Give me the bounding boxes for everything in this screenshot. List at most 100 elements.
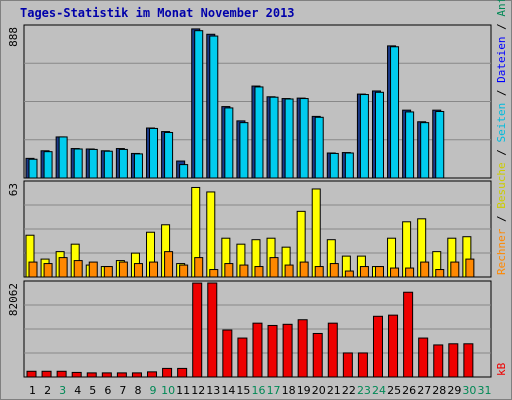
x-tick-label: 16 xyxy=(252,384,266,397)
x-tick-label: 30 xyxy=(462,384,476,397)
bar-kb-day-19 xyxy=(297,319,308,378)
bar-seiten-day-24 xyxy=(374,91,384,179)
bar-seiten-day-22 xyxy=(344,152,354,179)
legend-entry: Anfragen xyxy=(495,0,508,17)
x-tick-label: 10 xyxy=(161,384,175,397)
bar-rechner-day-15 xyxy=(239,264,249,278)
legend-entry: Dateien xyxy=(495,37,508,83)
bar-rechner-day-19 xyxy=(299,261,309,278)
x-tick-label: 14 xyxy=(221,384,235,397)
bar-rechner-day-11 xyxy=(179,264,189,278)
bar-rechner-day-5 xyxy=(88,261,98,278)
x-tick-label: 25 xyxy=(387,384,401,397)
bar-seiten-day-23 xyxy=(359,94,369,179)
bar-seiten-day-1 xyxy=(28,158,38,179)
bar-rechner-day-10 xyxy=(164,251,174,278)
x-tick-label: 20 xyxy=(312,384,326,397)
bar-kb-day-8 xyxy=(131,372,142,378)
bar-rechner-day-12 xyxy=(194,257,204,278)
x-tick-label: 24 xyxy=(372,384,386,397)
bar-kb-day-15 xyxy=(237,337,248,378)
bar-kb-day-27 xyxy=(418,337,429,378)
x-tick-label: 7 xyxy=(119,384,126,397)
x-tick-label: 6 xyxy=(104,384,111,397)
bar-seiten-day-6 xyxy=(103,150,113,179)
bar-kb-day-28 xyxy=(433,344,444,378)
bar-seiten-day-17 xyxy=(269,96,279,179)
bar-rechner-day-30 xyxy=(465,258,475,278)
x-tick-label: 1 xyxy=(29,384,36,397)
legend-kb: kB xyxy=(495,362,508,376)
bar-seiten-day-14 xyxy=(224,107,234,179)
bar-seiten-day-18 xyxy=(284,98,294,179)
bar-rechner-day-9 xyxy=(149,261,159,278)
bar-kb-day-14 xyxy=(222,329,233,378)
legend-entry: / xyxy=(495,209,508,229)
bar-rechner-day-4 xyxy=(73,260,83,278)
bar-seiten-day-21 xyxy=(329,152,339,179)
x-tick-label: 27 xyxy=(417,384,431,397)
x-tick-label: 22 xyxy=(342,384,356,397)
bar-rechner-day-7 xyxy=(118,261,128,278)
bar-rechner-day-24 xyxy=(374,266,384,278)
bar-besuche-day-13 xyxy=(206,191,216,278)
bar-rechner-day-26 xyxy=(405,267,415,278)
bar-rechner-day-3 xyxy=(58,257,68,278)
bar-rechner-day-27 xyxy=(420,261,430,278)
legend-entry: / xyxy=(495,143,508,163)
bar-kb-day-7 xyxy=(116,372,127,378)
bar-seiten-day-13 xyxy=(209,35,219,179)
bar-seiten-day-25 xyxy=(390,46,400,179)
bar-rechner-day-20 xyxy=(314,266,324,278)
bar-rechner-day-17 xyxy=(269,257,279,278)
legend-entry: Besuche xyxy=(495,162,508,208)
bar-kb-day-12 xyxy=(192,282,203,378)
legend-entry: / xyxy=(495,83,508,103)
bar-kb-day-25 xyxy=(388,314,399,378)
bar-seiten-day-3 xyxy=(58,136,68,179)
bar-seiten-day-11 xyxy=(179,164,189,179)
bar-kb-day-10 xyxy=(162,367,173,378)
x-tick-label: 23 xyxy=(357,384,371,397)
x-tick-label: 28 xyxy=(432,384,446,397)
bar-rechner-day-6 xyxy=(103,266,113,278)
bar-seiten-day-27 xyxy=(420,122,430,179)
bar-kb-day-11 xyxy=(177,367,188,378)
bar-seiten-day-20 xyxy=(314,116,324,179)
x-tick-label: 29 xyxy=(447,384,461,397)
bar-kb-day-1 xyxy=(26,370,37,378)
bar-kb-day-16 xyxy=(252,322,263,378)
legend-entry: Seiten xyxy=(495,103,508,143)
bar-rechner-day-14 xyxy=(224,263,234,278)
x-tick-label: 15 xyxy=(236,384,250,397)
bar-seiten-day-16 xyxy=(254,86,264,179)
bar-seiten-day-10 xyxy=(164,131,174,179)
bar-rechner-day-16 xyxy=(254,266,264,278)
x-tick-label: 21 xyxy=(327,384,341,397)
bar-kb-day-26 xyxy=(403,291,414,378)
x-tick-label: 26 xyxy=(402,384,416,397)
x-tick-label: 19 xyxy=(297,384,311,397)
bar-rechner-day-1 xyxy=(28,261,38,278)
bar-rechner-day-22 xyxy=(344,270,354,278)
bar-seiten-day-7 xyxy=(118,148,128,179)
bar-rechner-day-23 xyxy=(359,266,369,278)
bar-kb-day-18 xyxy=(282,323,293,378)
bar-rechner-day-8 xyxy=(133,263,143,278)
bar-rechner-day-2 xyxy=(43,263,53,278)
bar-rechner-day-18 xyxy=(284,264,294,278)
bar-kb-day-30 xyxy=(463,343,474,378)
bar-kb-day-24 xyxy=(372,315,383,378)
bar-kb-day-21 xyxy=(327,322,338,378)
bar-seiten-day-2 xyxy=(43,151,53,179)
bar-kb-day-22 xyxy=(342,352,353,378)
bar-rechner-day-28 xyxy=(435,269,445,278)
bar-seiten-day-28 xyxy=(435,110,445,179)
legend-entry: / xyxy=(495,17,508,37)
bar-rechner-day-21 xyxy=(329,263,339,278)
legend-top-middle: Rechner / Besuche / Seiten / Dateien / A… xyxy=(495,0,508,275)
bar-kb-day-3 xyxy=(56,370,67,378)
bar-kb-day-9 xyxy=(147,371,158,378)
bar-seiten-day-8 xyxy=(133,153,143,179)
